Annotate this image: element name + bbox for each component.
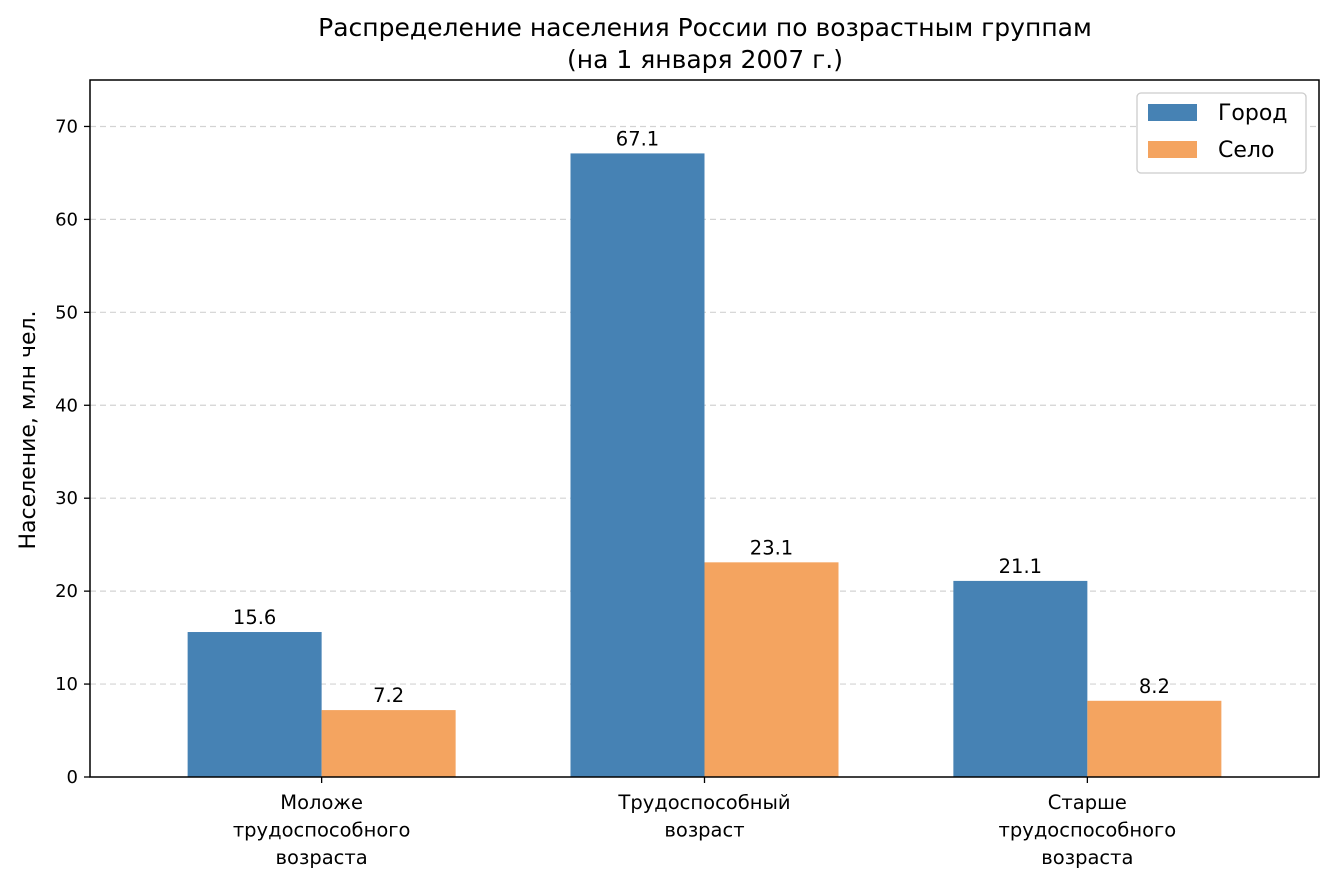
x-tick-label: возраст xyxy=(664,819,744,842)
y-tick-label: 10 xyxy=(55,674,78,695)
y-tick-label: 70 xyxy=(55,116,78,137)
bar-gorod xyxy=(570,153,705,777)
bars-group xyxy=(187,153,1222,777)
bar-value-label: 15.6 xyxy=(233,606,276,629)
y-tick-label: 0 xyxy=(67,767,78,788)
data-labels-group: 15.6 67.1 21.1 7.2 23.1 8.2 xyxy=(233,127,1170,707)
x-tick-label: трудоспособного xyxy=(999,819,1177,842)
y-tick-label: 30 xyxy=(55,488,78,509)
bar-gorod xyxy=(953,580,1088,777)
x-tick-label: возраста xyxy=(1041,846,1133,869)
y-tick-label: 20 xyxy=(55,581,78,602)
x-tick-label: Моложе xyxy=(280,791,363,814)
x-tick-label: Старше xyxy=(1048,791,1127,814)
bar-selo xyxy=(321,710,456,777)
bar-selo xyxy=(704,562,839,777)
legend-swatch xyxy=(1148,141,1197,158)
y-tick-label: 40 xyxy=(55,395,78,416)
bar-value-label: 21.1 xyxy=(999,555,1042,578)
bar-value-label: 67.1 xyxy=(616,127,659,150)
y-axis-ticks: 0 10 20 30 40 50 60 70 xyxy=(55,116,90,788)
bar-value-label: 23.1 xyxy=(750,536,793,559)
bar-value-label: 7.2 xyxy=(373,684,404,707)
x-tick-label: возраста xyxy=(276,846,368,869)
bar-selo xyxy=(1087,700,1222,777)
legend: Город Село xyxy=(1136,92,1307,174)
legend-swatch xyxy=(1148,104,1197,121)
x-tick-label: Трудоспособный xyxy=(617,791,790,814)
y-tick-label: 50 xyxy=(55,302,78,323)
bar-gorod xyxy=(187,632,322,777)
legend-label: Село xyxy=(1218,138,1274,163)
x-axis-ticks: Моложе трудоспособного возраста Трудоспособ… xyxy=(233,777,1176,869)
y-tick-label: 60 xyxy=(55,209,78,230)
bar-value-label: 8.2 xyxy=(1139,675,1170,698)
y-axis-label: Население, млн чел. xyxy=(16,310,41,549)
chart-title: Распределение населения России по возрас… xyxy=(318,13,1092,42)
x-tick-label: трудоспособного xyxy=(233,819,411,842)
chart-subtitle: (на 1 января 2007 г.) xyxy=(567,45,843,74)
legend-label: Город xyxy=(1218,101,1288,126)
